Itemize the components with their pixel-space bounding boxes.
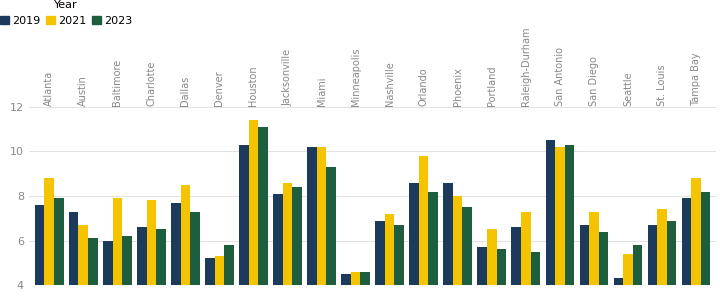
Bar xyxy=(521,211,531,285)
Bar xyxy=(375,220,385,285)
Bar xyxy=(428,192,438,285)
Bar xyxy=(292,187,302,285)
Bar xyxy=(283,183,292,285)
Bar xyxy=(341,274,351,285)
Bar xyxy=(623,254,633,285)
Bar xyxy=(248,120,258,285)
Bar xyxy=(564,145,574,285)
Bar xyxy=(171,203,181,285)
Bar xyxy=(156,229,166,285)
Bar xyxy=(88,238,98,285)
Bar xyxy=(239,145,248,285)
Bar xyxy=(147,200,156,285)
Bar xyxy=(360,272,370,285)
Bar xyxy=(589,211,598,285)
Bar xyxy=(647,225,657,285)
Bar xyxy=(190,211,199,285)
Bar xyxy=(215,256,224,285)
Bar xyxy=(45,178,54,285)
Bar xyxy=(462,207,472,285)
Bar xyxy=(205,258,215,285)
Bar xyxy=(54,198,63,285)
Bar xyxy=(613,279,623,285)
Bar xyxy=(657,209,667,285)
Bar xyxy=(69,211,78,285)
Legend: 2019, 2021, 2023: 2019, 2021, 2023 xyxy=(0,0,132,26)
Bar xyxy=(555,147,564,285)
Bar xyxy=(487,229,497,285)
Bar xyxy=(385,214,395,285)
Bar xyxy=(682,198,691,285)
Bar xyxy=(453,196,462,285)
Bar xyxy=(419,156,428,285)
Bar xyxy=(691,178,701,285)
Bar xyxy=(531,252,540,285)
Bar xyxy=(410,183,419,285)
Bar xyxy=(511,227,521,285)
Bar xyxy=(181,185,190,285)
Bar xyxy=(351,272,360,285)
Bar xyxy=(78,225,88,285)
Bar xyxy=(580,225,589,285)
Bar xyxy=(258,127,268,285)
Bar xyxy=(122,236,132,285)
Bar xyxy=(273,194,283,285)
Bar xyxy=(598,232,608,285)
Bar xyxy=(307,147,317,285)
Bar xyxy=(224,245,234,285)
Bar xyxy=(633,245,642,285)
Bar xyxy=(137,227,147,285)
Bar xyxy=(546,140,555,285)
Bar xyxy=(667,220,676,285)
Bar xyxy=(112,198,122,285)
Bar xyxy=(701,192,710,285)
Bar xyxy=(35,205,45,285)
Bar xyxy=(317,147,326,285)
Bar xyxy=(326,167,336,285)
Bar xyxy=(444,183,453,285)
Bar xyxy=(395,225,404,285)
Bar xyxy=(103,241,112,285)
Bar xyxy=(477,247,487,285)
Bar xyxy=(497,249,506,285)
